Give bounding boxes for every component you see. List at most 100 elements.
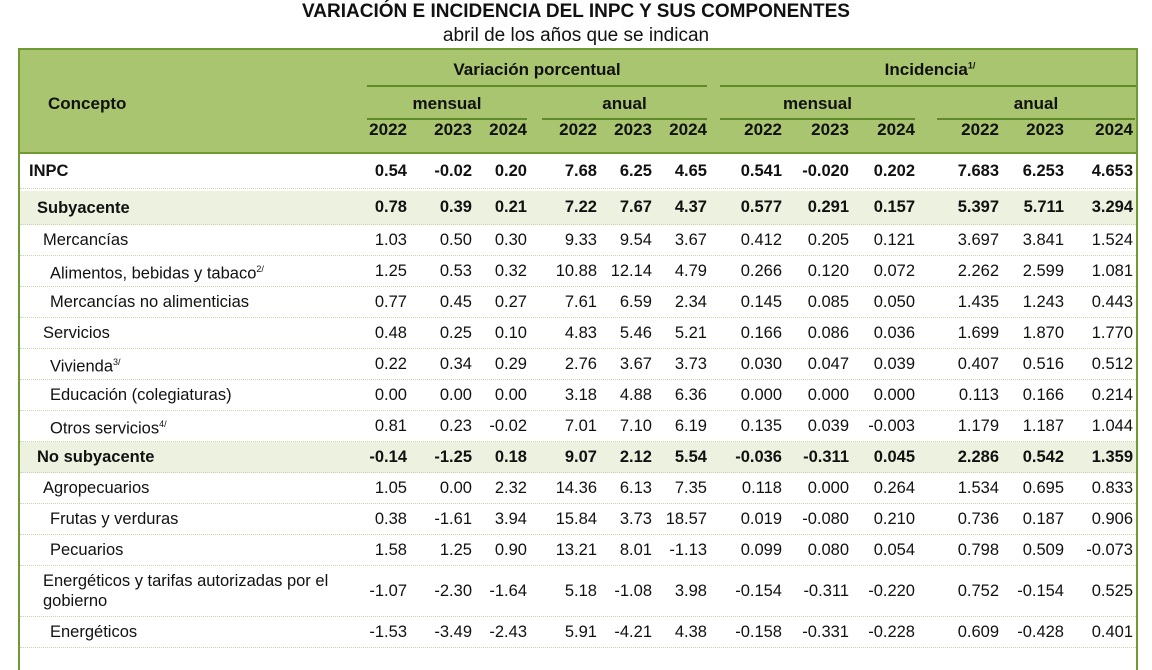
value-cell: 0.27 <box>494 292 527 311</box>
divider <box>720 118 915 120</box>
value-cell: 0.202 <box>873 161 915 180</box>
value-cell: 0.525 <box>1091 581 1133 600</box>
header-incidencia: Incidencia1/ <box>720 60 1140 80</box>
value-cell: -0.228 <box>868 622 915 641</box>
value-cell: 0.22 <box>374 354 407 373</box>
value-cell: 0.054 <box>873 540 915 559</box>
value-cell: 0.266 <box>740 261 782 280</box>
value-cell: 0.541 <box>740 161 782 180</box>
value-cell: 0.113 <box>958 385 999 404</box>
value-cell: 0.099 <box>740 540 782 559</box>
row-label-text: Agropecuarios <box>43 479 150 497</box>
value-cell: 1.03 <box>374 230 407 249</box>
value-cell: 0.81 <box>374 416 407 435</box>
value-cell: 3.94 <box>494 509 527 528</box>
spacer <box>1133 120 1138 140</box>
value-cell: 3.73 <box>619 509 652 528</box>
value-cell: -0.311 <box>803 581 849 600</box>
value-cell: 15.84 <box>555 509 597 528</box>
value-cell: -2.30 <box>434 581 472 600</box>
value-cell: 0.443 <box>1091 292 1133 311</box>
value-cell: 0.121 <box>873 230 915 249</box>
value-cell: -0.073 <box>1086 540 1133 559</box>
value-cell: 0.000 <box>873 385 915 404</box>
footnote-ref: 1/ <box>967 60 976 71</box>
value-cell: 7.67 <box>619 198 652 216</box>
spacer <box>20 120 367 140</box>
value-cell: 0.00 <box>439 385 472 404</box>
value-cell: 0.736 <box>957 509 999 528</box>
value-cell: 3.67 <box>619 354 652 373</box>
value-cell: 0.030 <box>740 354 782 373</box>
row-label: Frutas y verduras <box>20 509 367 529</box>
footnote-ref: 2/ <box>256 263 264 274</box>
value-cell: 0.38 <box>374 509 407 528</box>
value-cell: 0.34 <box>439 354 472 373</box>
value-cell: 6.13 <box>619 478 652 497</box>
value-cell: -1.13 <box>669 540 707 559</box>
row-label: Otros servicios4/ <box>20 414 367 439</box>
value-cell: 6.253 <box>1022 161 1064 180</box>
row-label: Energéticos y tarifas autorizadas por el… <box>20 571 367 611</box>
value-cell: -0.02 <box>489 416 527 435</box>
value-cell: 12.14 <box>610 261 652 280</box>
value-cell: 0.050 <box>873 292 915 311</box>
value-cell: 1.187 <box>1022 416 1064 435</box>
inpc-table: Concepto Variación porcentual Incidencia… <box>18 48 1138 670</box>
value-cell: 0.187 <box>1022 509 1064 528</box>
value-cell: 3.294 <box>1091 198 1133 216</box>
header-variacion: Variación porcentual <box>453 60 621 79</box>
value-cell: 0.264 <box>873 478 915 497</box>
table-title: VARIACIÓN E INCIDENCIA DEL INPC Y SUS CO… <box>302 1 850 22</box>
value-cell: 1.081 <box>1091 261 1133 280</box>
divider <box>367 118 527 120</box>
header-var-anual: anual <box>602 94 647 113</box>
value-cell: 0.833 <box>1091 478 1133 497</box>
footnote-ref: 3/ <box>113 356 121 367</box>
value-cell: 2.12 <box>619 447 652 466</box>
row-label-text: Subyacente <box>37 198 130 217</box>
value-cell: 4.65 <box>674 161 707 180</box>
value-cell: 7.35 <box>674 478 707 497</box>
year-header: 2023 <box>811 120 849 139</box>
value-cell: 3.18 <box>564 385 597 404</box>
row-label-text: Vivienda <box>50 357 113 376</box>
value-cell: -0.036 <box>735 447 782 466</box>
value-cell: 0.509 <box>1022 540 1064 559</box>
divider <box>542 118 707 120</box>
year-header: 2022 <box>369 120 407 139</box>
table-row: Agropecuarios 1.05 0.00 2.32 14.36 6.13 7.35 0.… <box>20 473 1136 504</box>
value-cell: 0.18 <box>494 447 527 466</box>
value-cell: 1.25 <box>374 261 407 280</box>
value-cell: 7.61 <box>564 292 597 311</box>
value-cell: 4.38 <box>674 622 707 641</box>
value-cell: 0.412 <box>740 230 782 249</box>
value-cell: 6.36 <box>674 385 707 404</box>
value-cell: 3.67 <box>674 230 707 249</box>
header-concepto: Concepto <box>48 94 127 113</box>
value-cell: 3.697 <box>957 230 999 249</box>
table-row: Servicios 0.48 0.25 0.10 4.83 5.46 5.21 0.166 0.… <box>20 318 1136 349</box>
value-cell: -1.53 <box>369 622 407 641</box>
value-cell: 2.76 <box>564 354 597 373</box>
table-row: Mercancías 1.03 0.50 0.30 9.33 9.54 3.67 0.412 0… <box>20 225 1136 256</box>
value-cell: 1.435 <box>957 292 999 311</box>
value-cell: 0.039 <box>873 354 915 373</box>
value-cell: 2.599 <box>1022 261 1064 280</box>
value-cell: 5.54 <box>674 447 707 466</box>
row-label: Energéticos <box>20 622 367 642</box>
value-cell: -1.64 <box>489 581 527 600</box>
value-cell: 1.044 <box>1091 416 1133 435</box>
year-header: 2022 <box>961 120 999 139</box>
row-label-text: Energéticos <box>50 623 138 641</box>
value-cell: 0.047 <box>807 354 849 373</box>
row-label: Mercancías <box>20 230 367 250</box>
spacer <box>527 120 542 140</box>
table-header: Concepto Variación porcentual Incidencia… <box>20 50 1136 154</box>
value-cell: 0.214 <box>1091 385 1133 404</box>
value-cell: -0.220 <box>868 581 915 600</box>
value-cell: 0.407 <box>957 354 999 373</box>
value-cell: 5.711 <box>1023 198 1064 216</box>
table-row: Subyacente 0.78 0.39 0.21 7.22 7.67 4.37 0.577 0… <box>20 191 1136 225</box>
table-subtitle: abril de los años que se indican <box>442 25 710 46</box>
